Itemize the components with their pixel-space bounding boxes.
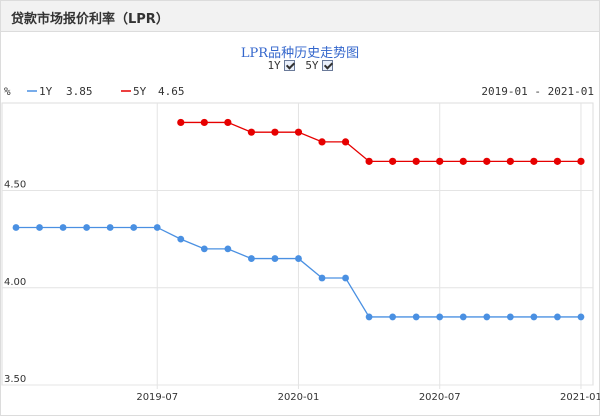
date-range: 2019-01 - 2021-01: [481, 85, 594, 98]
legend-5y-value: 4.65: [158, 85, 185, 98]
series-5y-point[interactable]: [577, 157, 585, 165]
series-5y-point[interactable]: [224, 118, 232, 127]
series-1y-point[interactable]: [224, 245, 232, 253]
legend-1y[interactable]: 1Y 3.85: [27, 85, 93, 98]
y-tick-label: 3.50: [4, 374, 26, 385]
series-5y-point[interactable]: [412, 157, 420, 165]
x-axis: 2019-07 2020-01 2020-07 2021-01: [136, 392, 600, 403]
series-1y-point[interactable]: [577, 313, 585, 321]
series-points: [12, 118, 585, 321]
series-1y-point[interactable]: [483, 313, 491, 321]
series-1y-point[interactable]: [83, 224, 91, 231]
x-tick-label: 2021-01: [560, 392, 600, 403]
legend-5y-label: 5Y: [133, 85, 147, 98]
series-1y-point[interactable]: [554, 313, 561, 321]
series-1y-point[interactable]: [342, 274, 349, 282]
toggle-5y-checkbox[interactable]: [321, 60, 333, 71]
series-1y-point[interactable]: [459, 313, 467, 321]
series-1y-point[interactable]: [59, 224, 67, 231]
series-toggles: 1Y 5Y: [0, 59, 600, 72]
series-5y-point[interactable]: [247, 128, 255, 136]
series-5y-point[interactable]: [294, 128, 303, 136]
series-1y-point[interactable]: [36, 224, 43, 231]
series-5y-point[interactable]: [530, 157, 538, 165]
series-1y-point[interactable]: [271, 255, 279, 262]
toggle-1y[interactable]: 1Y: [267, 59, 295, 72]
y-tick-label: 4.00: [4, 277, 26, 288]
x-tick-label: 2019-07: [136, 392, 178, 403]
series-5y-point[interactable]: [436, 157, 444, 165]
x-tick-label: 2020-07: [419, 392, 461, 403]
panel-header: 贷款市场报价利率（LPR）: [1, 1, 599, 32]
series-5y-point[interactable]: [341, 138, 350, 146]
y-axis: 4.50 4.00 3.50: [4, 180, 26, 385]
legend-5y[interactable]: 5Y 4.65: [121, 85, 185, 98]
series-1y-point[interactable]: [248, 255, 255, 262]
series-1y-point[interactable]: [106, 224, 114, 231]
series-1y-point[interactable]: [153, 224, 161, 231]
series-5y-line: [180, 121, 581, 162]
series-1y-point[interactable]: [177, 235, 185, 243]
series-5y-point[interactable]: [365, 157, 373, 165]
plot-frame: [1, 102, 594, 386]
toggle-1y-label: 1Y: [267, 59, 281, 72]
series-5y-point[interactable]: [553, 157, 562, 165]
series-5y-point[interactable]: [506, 157, 514, 165]
grid: [1, 102, 594, 389]
panel-title: 贷款市场报价利率（LPR）: [11, 12, 169, 27]
series-1y-point[interactable]: [389, 313, 397, 321]
series-1y-point[interactable]: [365, 313, 373, 321]
series-5y-point[interactable]: [389, 157, 397, 165]
series-1y-point[interactable]: [318, 274, 326, 282]
y-tick-label: 4.50: [4, 180, 26, 191]
toggle-5y[interactable]: 5Y: [305, 59, 333, 72]
series-1y-point[interactable]: [295, 255, 302, 262]
series-1y-point[interactable]: [12, 224, 20, 231]
x-tick-label: 2020-01: [278, 392, 320, 403]
series-5y-point[interactable]: [200, 118, 208, 127]
series-1y-point[interactable]: [530, 313, 538, 321]
series-5y-point[interactable]: [318, 138, 326, 146]
series-1y-point[interactable]: [412, 313, 420, 321]
series-1y-point[interactable]: [436, 313, 444, 321]
series-5y-point[interactable]: [177, 118, 185, 127]
legend-1y-label: 1Y: [39, 85, 53, 98]
series-5y-point[interactable]: [483, 157, 491, 165]
chart-title: LPR品种历史走势图: [240, 46, 360, 61]
legend-1y-value: 3.85: [66, 85, 93, 98]
series-5y-point[interactable]: [271, 128, 279, 136]
toggle-1y-checkbox[interactable]: [283, 60, 295, 71]
unit-label: %: [4, 85, 11, 98]
series-1y-point[interactable]: [506, 313, 514, 321]
series-1y-point[interactable]: [130, 224, 138, 231]
toggle-5y-label: 5Y: [305, 59, 319, 72]
series-5y-point[interactable]: [459, 157, 467, 165]
series-1y-point[interactable]: [200, 245, 208, 253]
